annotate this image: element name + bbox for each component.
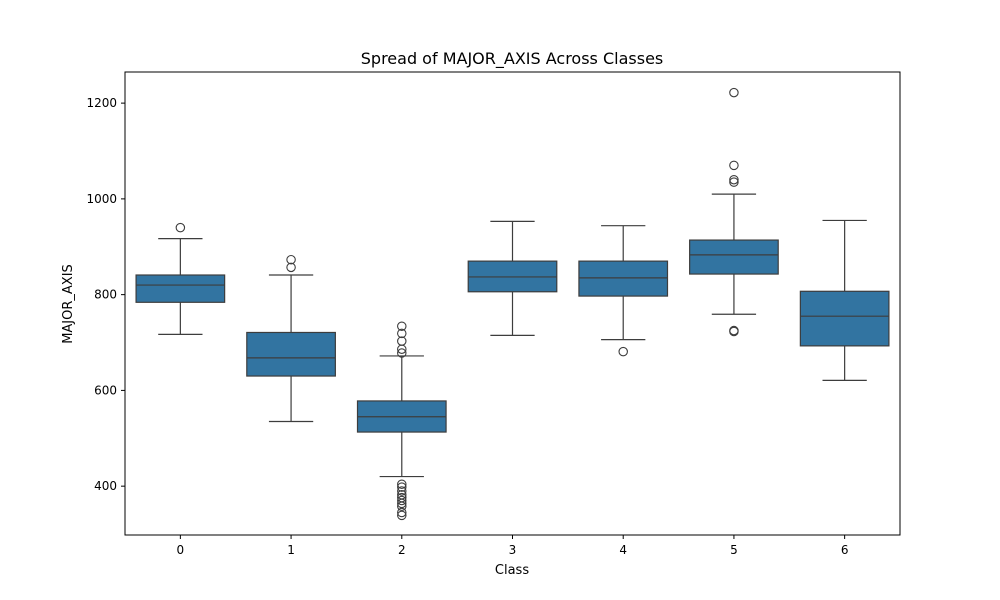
iqr-box	[135, 274, 226, 303]
outlier-point	[175, 222, 186, 233]
y-axis-label: MAJOR_AXIS	[61, 264, 76, 344]
box-group-class-4	[578, 225, 669, 357]
outlier-point	[397, 486, 407, 496]
y-tick-label: 600	[94, 383, 117, 397]
iqr-box	[246, 331, 336, 377]
outlier-point	[397, 328, 407, 339]
box-group-class-0	[135, 222, 226, 335]
plot-frame	[124, 71, 901, 536]
outlier-point	[729, 174, 739, 185]
outlier-point	[286, 254, 296, 265]
y-tick-label: 1200	[86, 96, 117, 110]
outlier-point	[397, 492, 407, 503]
outlier-point	[397, 507, 407, 518]
box-group-class-6	[799, 219, 890, 381]
box-group-class-3	[467, 220, 558, 336]
outlier-point	[397, 336, 407, 346]
chart-title: Spread of MAJOR_AXIS Across Classes	[361, 49, 664, 69]
box-group-class-1	[246, 254, 336, 423]
x-tick-label: 0	[177, 543, 185, 557]
outlier-point	[618, 346, 628, 357]
outlier-point	[729, 160, 739, 171]
x-tick-label: 5	[730, 543, 738, 557]
y-tick-label: 1000	[86, 192, 117, 206]
x-tick-label: 3	[509, 543, 517, 557]
y-tick-label: 400	[94, 479, 117, 493]
plot-area: 400 600 800 1000 1200 0 1 2 3 4 5 6	[86, 71, 901, 557]
outlier-point	[286, 262, 296, 273]
x-tick-label: 2	[398, 543, 406, 557]
outlier-point	[729, 177, 739, 187]
box-group-class-2	[356, 321, 447, 521]
outlier-point	[397, 495, 407, 506]
x-tick-label: 1	[287, 543, 295, 557]
x-tick-label: 4	[619, 543, 627, 557]
outlier-point	[397, 490, 407, 500]
x-axis-label: Class	[495, 563, 529, 578]
iqr-box	[578, 260, 669, 297]
outlier-point	[397, 321, 407, 331]
iqr-box	[689, 239, 779, 275]
x-tick-label: 6	[841, 543, 849, 557]
outlier-point	[397, 482, 407, 492]
outlier-point	[397, 479, 407, 489]
outlier-point	[397, 510, 407, 521]
outlier-point	[729, 325, 739, 336]
box-group-class-5	[689, 87, 779, 337]
outlier-point	[729, 87, 739, 98]
y-tick-label: 800	[94, 288, 117, 302]
iqr-box	[799, 290, 890, 347]
outlier-point	[397, 348, 407, 358]
